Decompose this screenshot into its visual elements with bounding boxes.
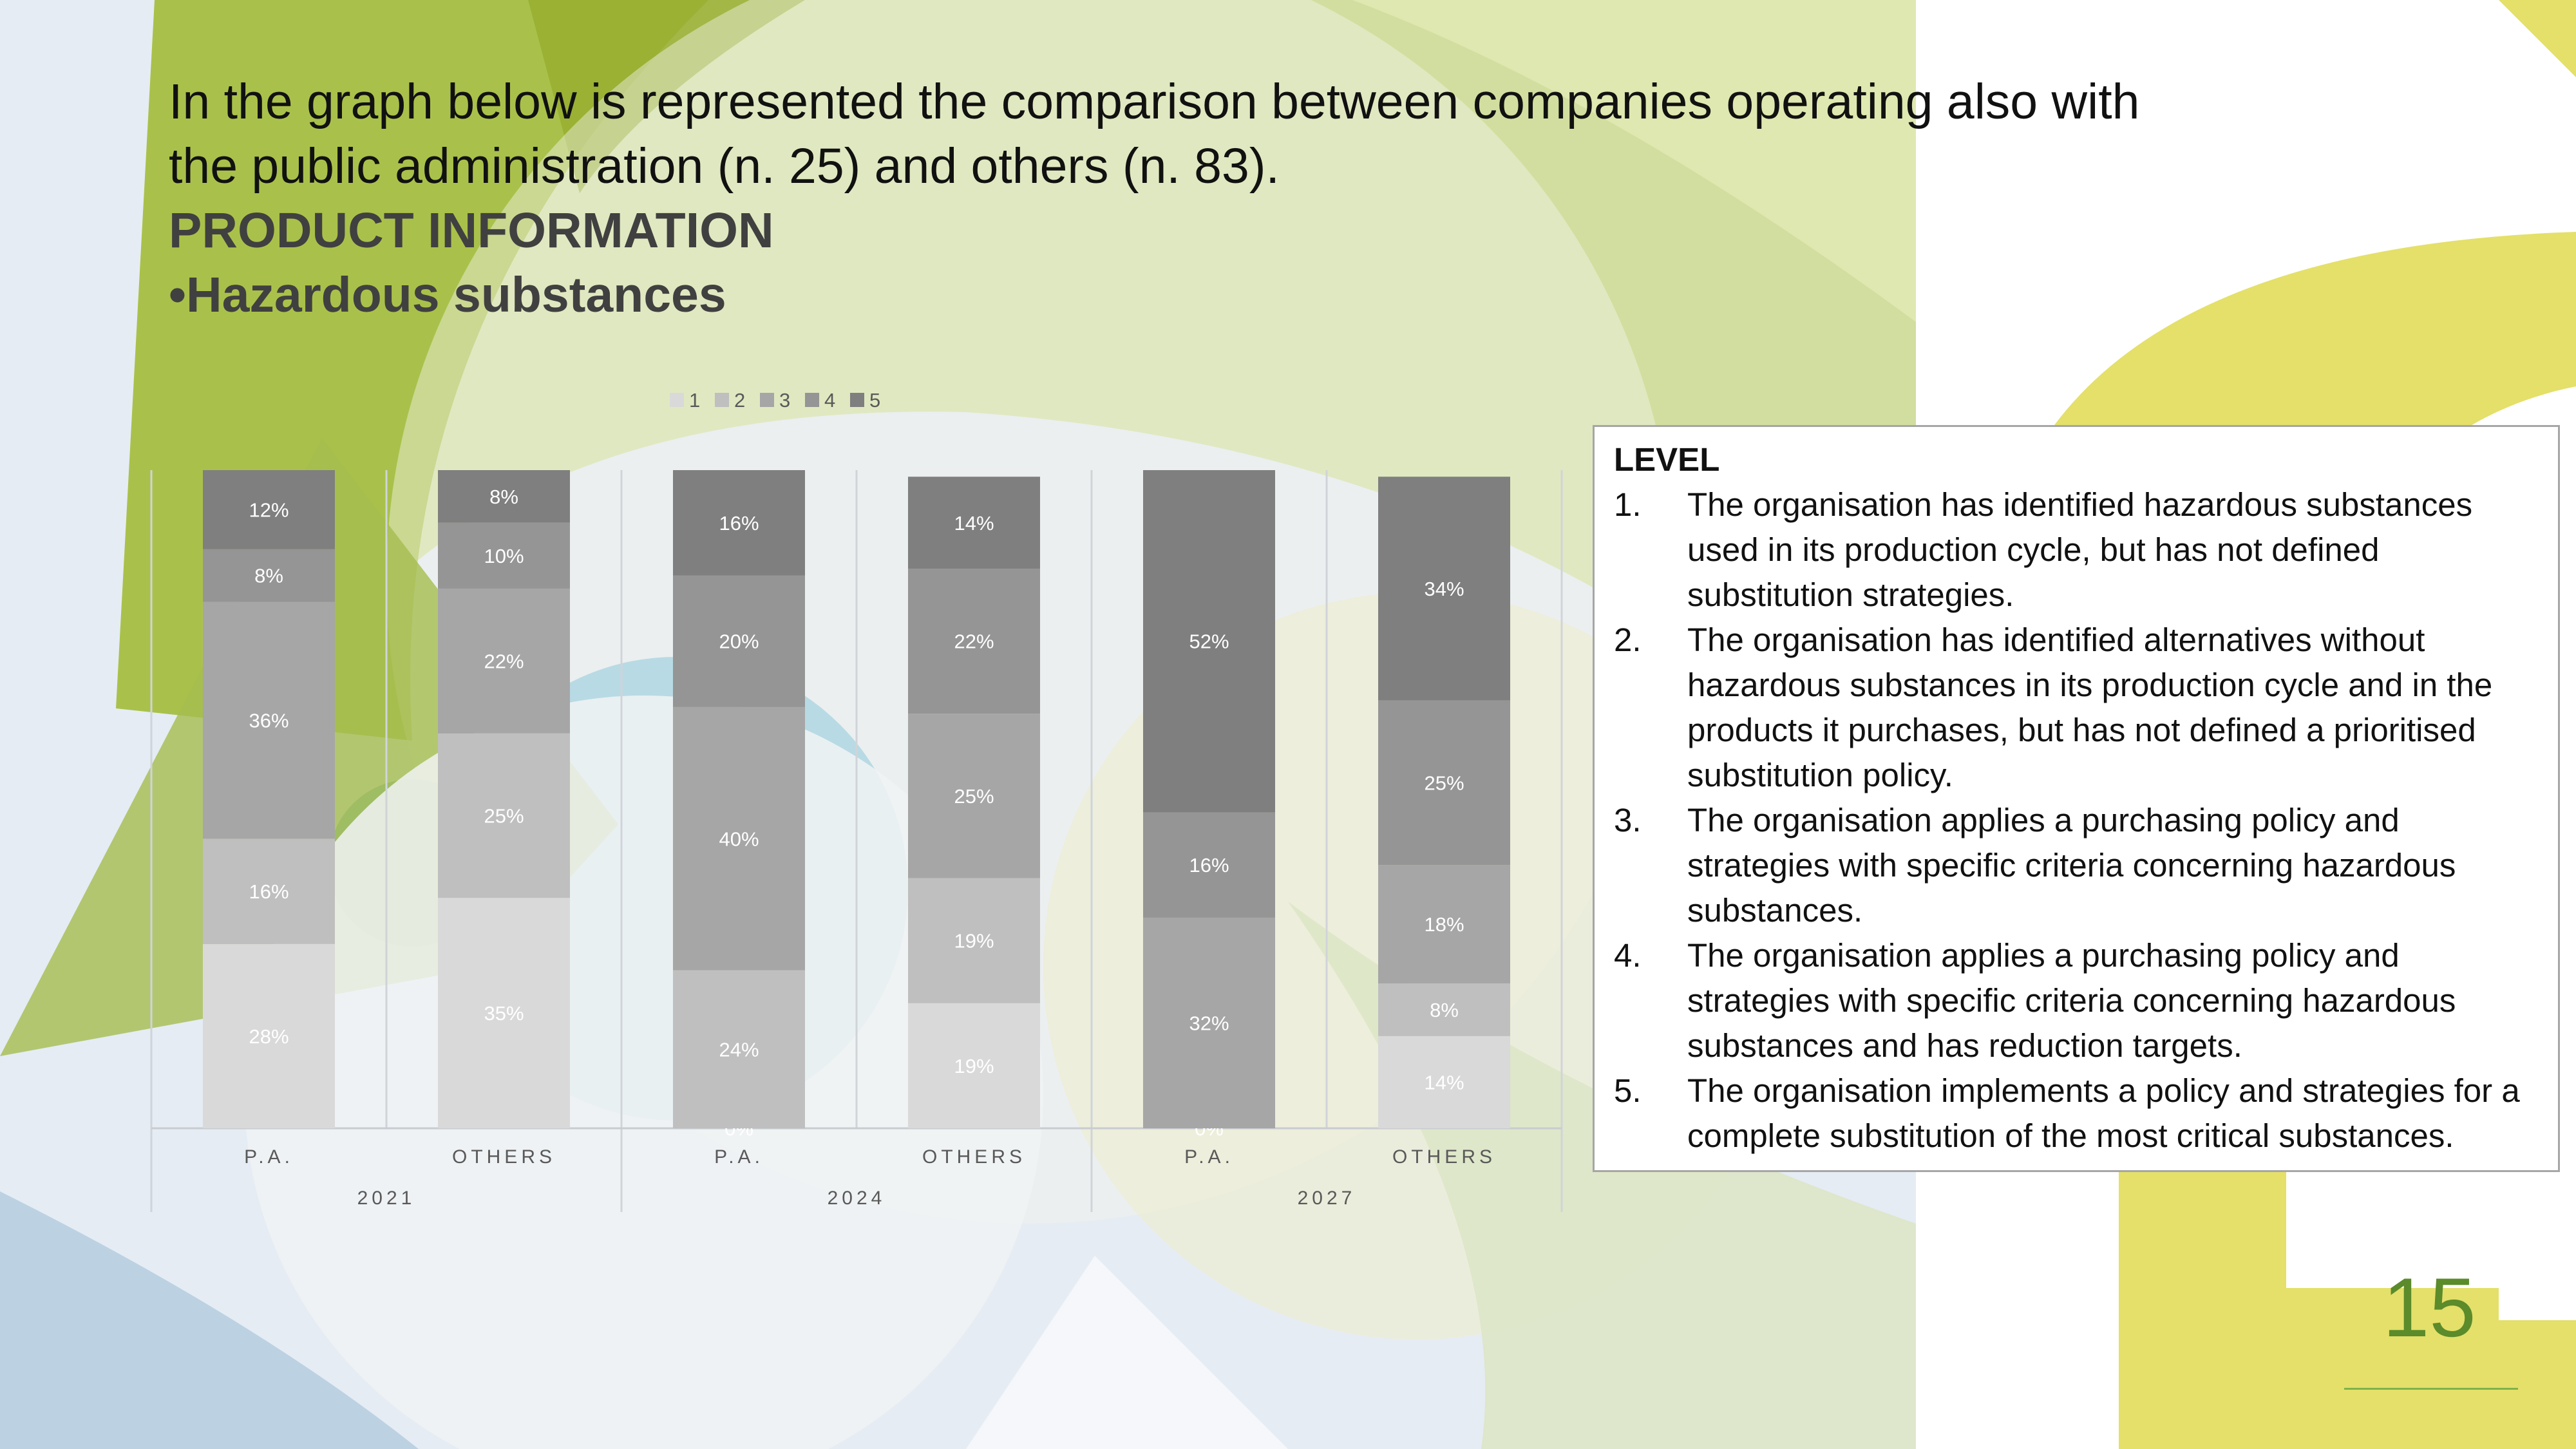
level-number: 3. [1614,802,1642,838]
bar-segment [908,477,1040,569]
data-label: 24% [719,1038,759,1061]
bar-segment [1143,917,1275,1128]
level-text: The organisation implements a policy and… [1687,1072,2520,1154]
bar-segment [908,878,1040,1003]
level-number: 1. [1614,486,1642,523]
bar-segment [908,714,1040,878]
level-item: 3. The organisation applies a purchasing … [1614,798,2539,933]
data-label: 8% [1430,999,1459,1021]
bar-segment [1143,470,1275,813]
bar-segment [203,838,335,944]
legend-label: 5 [869,389,880,412]
bar-segment [438,733,570,898]
level-number: 4. [1614,937,1642,974]
level-legend-title: LEVEL [1614,441,1720,478]
level-item: 4. The organisation applies a purchasing … [1614,933,2539,1068]
level-number: 2. [1614,621,1642,658]
section-title: PRODUCT INFORMATION [169,203,774,258]
data-label: 16% [249,880,289,903]
legend-swatch [760,393,774,407]
bar-segment [203,549,335,602]
x-tick-label: P.A. [244,1146,294,1168]
bar-segment [438,898,570,1128]
data-label: 16% [1189,854,1229,876]
legend-label: 2 [734,389,745,412]
data-label: 8% [254,565,283,587]
legend-swatch [715,393,729,407]
level-item: 5. The organisation implements a policy a… [1614,1068,2539,1159]
data-label: 22% [954,630,994,653]
legend-label: 4 [824,389,835,412]
level-item: 2. The organisation has identified altern… [1614,618,2539,798]
data-label: 8% [489,486,518,508]
x-group-label: 2027 [1298,1188,1356,1209]
data-label: 25% [1424,772,1464,794]
data-label: 16% [719,512,759,535]
level-number: 5. [1614,1072,1642,1109]
bar-segment [1378,983,1510,1036]
data-label: 36% [249,709,289,732]
data-label: 19% [954,930,994,952]
data-label: 10% [484,545,524,567]
intro-line-2: the public administration (n. 25) and ot… [169,138,1280,194]
data-label: 32% [1189,1012,1229,1034]
level-text: The organisation applies a purchasing po… [1687,802,2456,929]
page-number: 15 [2383,1260,2476,1354]
level-item: 1. The organisation has identified hazard… [1614,482,2539,618]
legend-swatch [850,393,864,407]
bar-segment [673,470,805,576]
page-number-underline [2344,1388,2518,1390]
level-text: The organisation has identified alternat… [1687,621,2493,793]
bar-segment [438,470,570,523]
data-label: 14% [1424,1071,1464,1094]
legend-label: 3 [779,389,790,412]
data-label: 34% [1424,578,1464,600]
intro-text: In the graph below is represented the co… [169,70,2165,198]
bar-segment [203,601,335,839]
level-legend-box: LEVEL 1. The organisation has identified … [1593,425,2560,1172]
data-label: 14% [954,512,994,535]
data-label: 22% [484,650,524,672]
x-tick-label: P.A. [1184,1146,1234,1168]
bar-segment [438,522,570,589]
data-label: 18% [1424,913,1464,936]
bar-segment [438,588,570,734]
bar-segment [203,943,335,1128]
bar-segment [673,706,805,971]
legend-swatch [805,393,819,407]
level-text: The organisation has identified hazardou… [1687,486,2473,613]
level-text: The organisation applies a purchasing po… [1687,937,2456,1064]
data-label: 25% [954,785,994,808]
x-tick-label: OTHERS [922,1146,1026,1168]
data-label: 40% [719,828,759,850]
stacked-bar-chart: 28%16%36%8%12%P.A.35%25%22%10%8%OTHERS0%… [150,389,1563,1212]
bar-segment [673,970,805,1128]
bar-segment [1378,700,1510,866]
bar-segment [908,1003,1040,1128]
x-tick-label: OTHERS [1392,1146,1496,1168]
bar-segment [203,470,335,549]
data-label: 52% [1189,630,1229,653]
x-tick-label: OTHERS [452,1146,556,1168]
bar-segment [908,569,1040,714]
level-list: 1. The organisation has identified hazard… [1614,482,2539,1159]
data-label: 35% [484,1002,524,1025]
x-group-label: 2024 [828,1188,886,1209]
legend-label: 1 [689,389,700,412]
bar-segment [1378,865,1510,984]
data-label: 19% [954,1055,994,1077]
subsection-title: •Hazardous substances [169,267,726,323]
bar-segment [1378,477,1510,701]
intro-line-1: In the graph below is represented the co… [169,74,2140,129]
x-tick-label: P.A. [714,1146,764,1168]
data-label: 25% [484,805,524,828]
bar-segment [1143,812,1275,918]
bar-segment [673,575,805,707]
bar-segment [1378,1036,1510,1128]
data-label: 12% [249,498,289,521]
x-group-label: 2021 [357,1188,416,1209]
data-label: 28% [249,1025,289,1048]
data-label: 20% [719,630,759,653]
legend-swatch [670,393,684,407]
